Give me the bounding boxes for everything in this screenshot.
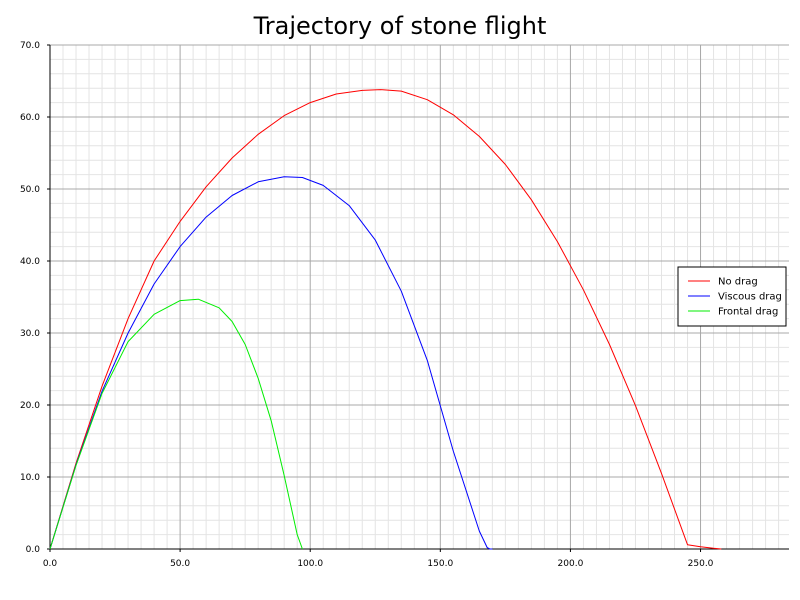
x-tick-label: 100.0 [297, 559, 323, 569]
x-tick-label: 0.0 [43, 559, 58, 569]
chart-title: Trajectory of stone flight [253, 12, 547, 40]
x-tick-label: 50.0 [170, 559, 190, 569]
y-tick-label: 70.0 [20, 41, 40, 51]
x-tick-label: 150.0 [427, 559, 453, 569]
legend: No drag Viscous drag Frontal drag [677, 266, 787, 327]
y-tick-label: 50.0 [20, 185, 40, 195]
series-line-viscous-drag [49, 176, 493, 550]
axes [47, 44, 789, 552]
y-tick-label: 40.0 [20, 257, 40, 267]
y-tick-label: 60.0 [20, 113, 40, 123]
series-line-frontal-drag [49, 298, 303, 550]
y-tick-label: 20.0 [20, 401, 40, 411]
tick-labels: 0.0 50.0 100.0 150.0 200.0 250.0 0.0 10.0 20.0 30… [20, 41, 714, 569]
major-grid [50, 44, 789, 549]
y-tick-label: 10.0 [20, 473, 40, 483]
legend-label-viscous-drag: Viscous drag [718, 292, 782, 303]
legend-label-no-drag: No drag [718, 277, 758, 288]
x-tick-label: 200.0 [558, 559, 584, 569]
series-line-no-drag [49, 89, 722, 550]
y-tick-label: 0.0 [26, 545, 41, 555]
y-tick-label: 30.0 [20, 329, 40, 339]
series-lines [49, 89, 722, 550]
minor-grid [50, 45, 789, 549]
x-tick-label: 250.0 [688, 559, 714, 569]
legend-label-frontal-drag: Frontal drag [718, 307, 778, 318]
